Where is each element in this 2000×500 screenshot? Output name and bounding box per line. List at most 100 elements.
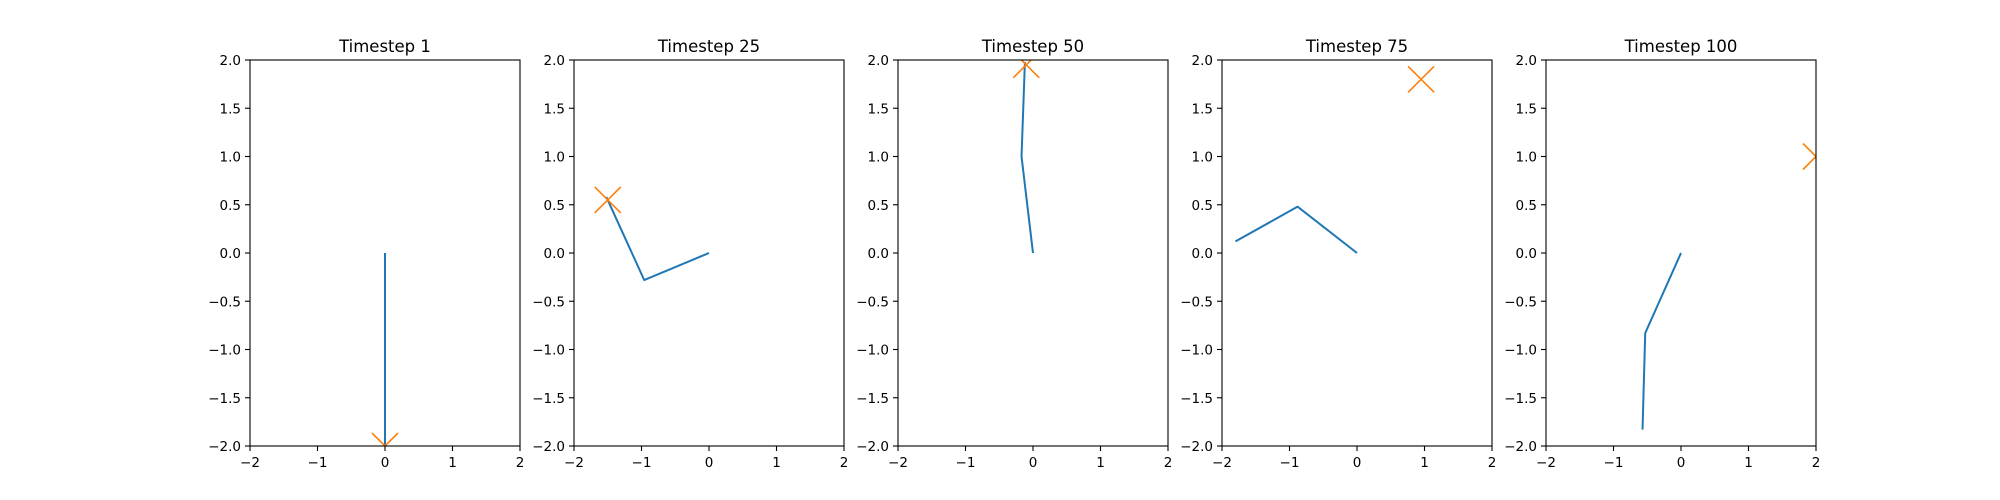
y-tick-label: 0.5 bbox=[1192, 198, 1213, 214]
x-tick-label: 2 bbox=[516, 455, 525, 471]
target-x-marker bbox=[371, 432, 399, 446]
x-tick-label: 1 bbox=[1420, 455, 1429, 471]
y-tick-label: −1.0 bbox=[532, 343, 565, 359]
y-tick-label: −2.0 bbox=[1504, 439, 1537, 455]
y-tick-label: −2.0 bbox=[1180, 439, 1213, 455]
plot-area bbox=[594, 186, 710, 282]
y-tick-label: 2.0 bbox=[544, 53, 565, 69]
x-tick-label: −2 bbox=[888, 455, 908, 471]
target-x-marker bbox=[1012, 60, 1040, 79]
y-tick-label: −1.5 bbox=[856, 391, 889, 407]
x-tick-label: 0 bbox=[1029, 455, 1038, 471]
y-tick-label: 1.0 bbox=[544, 150, 565, 166]
x-tick-label: 2 bbox=[1812, 455, 1821, 471]
y-tick-label: −2.0 bbox=[532, 439, 565, 455]
y-tick-label: 0.0 bbox=[1192, 246, 1213, 262]
y-tick-label: 1.0 bbox=[220, 150, 241, 166]
y-tick-label: 2.0 bbox=[1516, 53, 1537, 69]
y-tick-label: −0.5 bbox=[532, 294, 565, 310]
plot-area bbox=[371, 253, 399, 446]
x-tick-label: −2 bbox=[1212, 455, 1232, 471]
subplot-timestep-25: Timestep 25 −2 −1 0 1 2 −2.0 −1.5 −1.0 −0.5 0.0 0.… bbox=[532, 37, 848, 471]
arm-line bbox=[605, 196, 710, 282]
y-tick-label: 1.0 bbox=[868, 150, 889, 166]
x-tick-label: 1 bbox=[448, 455, 457, 471]
y-tick-label: 0.5 bbox=[1516, 198, 1537, 214]
y-tick-label: −0.5 bbox=[856, 294, 889, 310]
y-tick-label: −1.5 bbox=[1180, 391, 1213, 407]
y-tick-label: −1.5 bbox=[1504, 391, 1537, 407]
tick-group: −2 −1 0 1 2 −2.0 −1.5 −1.0 −0.5 0.0 0.5 1.0 1.5 2.0 bbox=[1180, 53, 1496, 471]
target-stroke-b bbox=[1802, 155, 1816, 171]
subplot-timestep-75: Timestep 75 −2 −1 0 1 2 −2.0 −1.5 −1.0 −0.5 0.0 0.… bbox=[1180, 37, 1496, 471]
subplot-title: Timestep 50 bbox=[981, 37, 1084, 56]
target-x-marker bbox=[594, 186, 622, 214]
x-tick-label: −1 bbox=[632, 455, 652, 471]
axes-frame bbox=[573, 59, 845, 447]
target-stroke-b bbox=[1012, 60, 1033, 79]
x-tick-label: −1 bbox=[308, 455, 328, 471]
y-tick-label: 0.0 bbox=[544, 246, 565, 262]
x-tick-label: 0 bbox=[381, 455, 390, 471]
y-tick-label: 1.0 bbox=[1516, 150, 1537, 166]
subplot-timestep-1: Timestep 1 −2 −1 0 1 2 −2.0 −1.5 −1.0 −0.5 0.0 0.5… bbox=[208, 37, 524, 471]
subplot-title: Timestep 25 bbox=[657, 37, 760, 56]
x-tick-label: −2 bbox=[240, 455, 260, 471]
y-tick-label: 1.5 bbox=[220, 101, 241, 117]
axes-frame bbox=[1545, 59, 1817, 447]
x-tick-label: −2 bbox=[564, 455, 584, 471]
y-tick-label: 1.5 bbox=[868, 101, 889, 117]
arm-line bbox=[1641, 252, 1682, 430]
x-tick-label: −1 bbox=[1280, 455, 1300, 471]
y-tick-label: −1.0 bbox=[1504, 343, 1537, 359]
target-x-marker bbox=[1802, 142, 1816, 171]
arm-line bbox=[1020, 61, 1034, 254]
tick-group: −2 −1 0 1 2 −2.0 −1.5 −1.0 −0.5 0.0 0.5 1.0 1.5 2.0 bbox=[1504, 53, 1820, 471]
x-tick-label: 0 bbox=[1677, 455, 1686, 471]
x-tick-label: −1 bbox=[956, 455, 976, 471]
x-tick-label: 1 bbox=[772, 455, 781, 471]
target-stroke-a bbox=[1802, 142, 1816, 158]
plot-area bbox=[1235, 65, 1435, 254]
y-tick-label: 2.0 bbox=[220, 53, 241, 69]
y-tick-label: −1.5 bbox=[532, 391, 565, 407]
subplot-timestep-100: Timestep 100 −2 −1 0 1 2 −2.0 −1.5 −1.0 −0.5 0.0 0… bbox=[1504, 37, 1820, 471]
y-tick-label: 0.0 bbox=[220, 246, 241, 262]
tick-group: −2 −1 0 1 2 −2.0 −1.5 −1.0 −0.5 0.0 0.5 1.0 1.5 2.0 bbox=[532, 53, 848, 471]
plot-area bbox=[1012, 60, 1040, 254]
x-tick-label: 1 bbox=[1744, 455, 1753, 471]
y-tick-label: −1.0 bbox=[208, 343, 241, 359]
y-tick-label: 0.5 bbox=[220, 198, 241, 214]
y-tick-label: −1.0 bbox=[1180, 343, 1213, 359]
x-tick-label: 0 bbox=[1353, 455, 1362, 471]
x-tick-label: 2 bbox=[1164, 455, 1173, 471]
y-tick-label: −1.0 bbox=[856, 343, 889, 359]
y-tick-label: 0.5 bbox=[544, 198, 565, 214]
axes-frame bbox=[897, 59, 1169, 447]
subplot-title: Timestep 100 bbox=[1624, 37, 1738, 56]
plot-area bbox=[1641, 142, 1816, 430]
y-tick-label: 1.5 bbox=[1192, 101, 1213, 117]
x-tick-label: 2 bbox=[1488, 455, 1497, 471]
tick-group: −2 −1 0 1 2 −2.0 −1.5 −1.0 −0.5 0.0 0.5 1.0 1.5 2.0 bbox=[208, 53, 524, 471]
subplot-title: Timestep 75 bbox=[1305, 37, 1408, 56]
target-stroke-b bbox=[1407, 65, 1435, 93]
y-tick-label: −2.0 bbox=[208, 439, 241, 455]
axes-frame bbox=[249, 59, 521, 447]
y-tick-label: −0.5 bbox=[1504, 294, 1537, 310]
x-tick-label: 1 bbox=[1096, 455, 1105, 471]
y-tick-label: 0.0 bbox=[1516, 246, 1537, 262]
arm-line bbox=[1235, 205, 1358, 254]
target-stroke-a bbox=[371, 432, 387, 446]
y-tick-label: 1.5 bbox=[544, 101, 565, 117]
y-tick-label: 2.0 bbox=[868, 53, 889, 69]
y-tick-label: 0.0 bbox=[868, 246, 889, 262]
target-stroke-b bbox=[383, 432, 399, 446]
y-tick-label: −0.5 bbox=[1180, 294, 1213, 310]
axes-frame bbox=[1221, 59, 1493, 447]
y-tick-label: 0.5 bbox=[868, 198, 889, 214]
subplot-title: Timestep 1 bbox=[338, 37, 431, 56]
y-tick-label: −2.0 bbox=[856, 439, 889, 455]
